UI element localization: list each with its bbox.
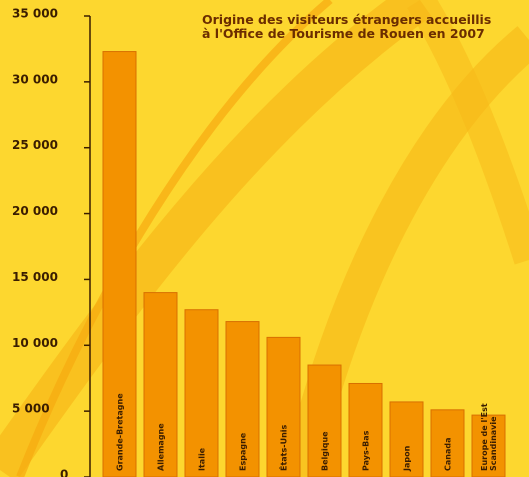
chart: Origine des visiteurs étrangers accueill… — [0, 0, 529, 477]
x-tick-label: Allemagne — [157, 423, 166, 471]
x-tick-label: États-Unis — [278, 424, 289, 471]
chart-title: Origine des visiteurs étrangers accueill… — [202, 12, 491, 27]
x-tick-label: Pays-Bas — [362, 430, 371, 471]
x-tick-label: Belgique — [321, 431, 330, 471]
x-tick-label: Canada — [444, 438, 453, 472]
y-tick-label: 10 000 — [12, 336, 58, 350]
x-tick-label: Europe de l'Est — [480, 403, 489, 471]
x-tick-label: Japon — [403, 445, 412, 472]
chart-title: à l'Office de Tourisme de Rouen en 2007 — [202, 26, 485, 41]
y-tick-label: 15 000 — [12, 270, 58, 284]
y-tick-label: 20 000 — [12, 204, 58, 218]
x-tick-label: Italie — [198, 447, 207, 471]
x-tick-label: Scandinavie — [489, 416, 498, 471]
x-tick-label: Grande-Bretagne — [116, 393, 125, 471]
x-tick-label: Espagne — [239, 432, 248, 471]
y-tick-label: 25 000 — [12, 138, 58, 152]
y-tick-label: 0 — [60, 468, 68, 477]
y-tick-label: 30 000 — [12, 72, 58, 86]
background-arcs — [0, 0, 529, 477]
y-tick-label: 5 000 — [12, 402, 50, 416]
y-tick-label: 35 000 — [12, 7, 58, 21]
